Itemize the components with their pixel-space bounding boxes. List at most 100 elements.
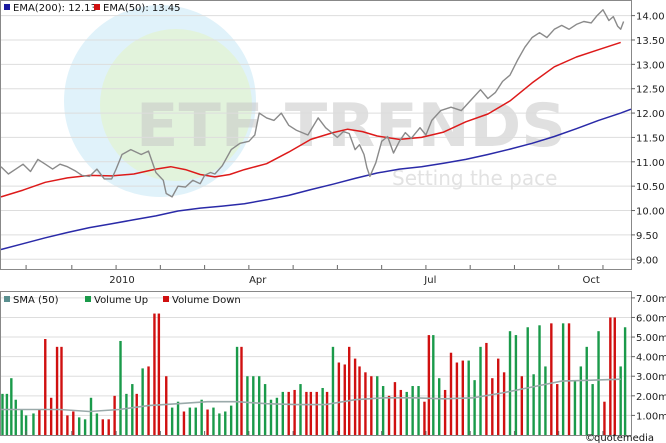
volume-up-bar	[188, 407, 192, 435]
volume-up-bar	[532, 374, 535, 435]
price-y-axis: 14.00 13.50 13.00 12.50 12.00 11.50 11.00 10.50…	[631, 12, 665, 266]
volume-up-bar	[131, 384, 134, 435]
volume-y-tick-label: 1.00m	[636, 411, 666, 422]
volume-down-bar	[387, 395, 391, 435]
volume-up-bar	[561, 323, 565, 435]
volume-down-bar	[337, 362, 341, 435]
price-y-tick-label: 12.00	[636, 109, 665, 120]
watermark-logo-text: ETF TRENDS	[136, 91, 566, 161]
watermark-circle-green	[100, 29, 252, 181]
volume-down-bar	[353, 358, 357, 435]
volume-down-bar	[44, 339, 47, 435]
volume-down-bar	[427, 335, 431, 435]
volume-y-tick-label: 7.00m	[636, 294, 666, 305]
volume-up-bar	[597, 331, 600, 435]
volume-up-bar	[83, 419, 87, 435]
volume-up-bar	[417, 386, 420, 435]
volume-down-bar	[60, 346, 63, 435]
volume-up-bar	[573, 380, 577, 435]
volume-down-bar	[165, 376, 168, 435]
volume-up-bar	[1, 393, 4, 435]
volume-up-bar	[331, 346, 335, 435]
volume-y-tick-label: 3.00m	[636, 372, 666, 383]
volume-y-axis: 7.00m 6.00m 5.00m 4.00m 3.00m 2.00m 1.00m	[631, 294, 666, 422]
volume-up-bar	[235, 346, 239, 435]
volume-down-bar	[343, 364, 346, 435]
x-tick-label: Apr	[249, 275, 267, 286]
legend-swatch-volume-up	[85, 296, 91, 302]
legend-label-sma50: SMA (50)	[13, 295, 59, 306]
volume-down-bar	[305, 391, 308, 435]
volume-down-bar	[309, 391, 313, 435]
volume-down-bar	[206, 409, 209, 435]
volume-up-bar	[119, 340, 122, 435]
price-y-tick-label: 14.00	[636, 12, 665, 23]
price-y-tick-label: 11.50	[636, 133, 665, 144]
volume-up-bar	[514, 335, 518, 435]
volume-up-bar	[224, 411, 227, 435]
volume-up-bar	[411, 386, 414, 435]
volume-down-bar	[240, 346, 243, 435]
quotemedia-footer: © quotemedia	[585, 433, 654, 443]
volume-up-bar	[405, 391, 408, 435]
volume-up-bar	[95, 413, 99, 435]
volume-up-bar	[526, 327, 529, 435]
volume-down-bar	[287, 391, 290, 435]
legend-label-ema200: EMA(200): 12.13	[13, 3, 97, 14]
volume-up-bar	[508, 331, 512, 435]
volume-up-bar	[20, 409, 23, 435]
volume-up-bar	[473, 380, 476, 435]
volume-up-bar	[229, 405, 233, 435]
volume-up-bar	[252, 376, 255, 435]
volume-up-bar	[5, 393, 9, 435]
volume-down-bar	[550, 323, 553, 435]
volume-up-bar	[269, 399, 273, 435]
price-y-tick-label: 9.00	[636, 255, 658, 266]
volume-down-bar	[613, 317, 616, 435]
x-tick-label: Oct	[583, 275, 600, 286]
copyright-symbol: ©	[585, 433, 595, 443]
volume-down-bar	[370, 376, 373, 435]
volume-down-bar	[603, 401, 606, 435]
volume-down-bar	[502, 372, 506, 435]
legend-swatch-ema50	[94, 4, 100, 10]
volume-up-bar	[141, 368, 144, 435]
volume-y-tick-label: 6.00m	[636, 313, 666, 324]
volume-up-bar	[437, 378, 441, 435]
volume-down-bar	[66, 415, 69, 435]
legend-label-volume-up: Volume Up	[94, 295, 148, 306]
volume-up-bar	[194, 407, 197, 435]
volume-down-bar	[153, 313, 156, 435]
price-y-tick-label: 9.50	[636, 231, 658, 242]
volume-up-bar	[376, 376, 379, 435]
volume-up-bar	[579, 366, 583, 435]
volume-bars	[1, 313, 627, 435]
volume-down-bar	[147, 366, 150, 435]
volume-down-bar	[325, 391, 329, 435]
volume-down-bar	[38, 409, 41, 435]
legend-swatch-sma50	[4, 296, 10, 302]
volume-y-tick-label: 5.00m	[636, 333, 666, 344]
volume-up-bar	[585, 346, 588, 435]
volume-down-bar	[358, 366, 361, 435]
volume-up-bar	[299, 384, 302, 435]
ema200-line	[0, 108, 632, 251]
volume-grid	[1, 297, 631, 416]
volume-down-bar	[556, 384, 559, 435]
volume-up-bar	[281, 391, 285, 435]
volume-down-bar	[399, 389, 403, 435]
volume-up-bar	[257, 376, 261, 435]
volume-down-bar	[293, 389, 296, 435]
price-legend: EMA(200): 12.13 EMA(50): 13.45	[4, 3, 181, 14]
volume-down-bar	[55, 346, 59, 435]
volume-up-bar	[275, 397, 279, 435]
volume-up-bar	[176, 401, 180, 435]
price-y-tick-label: 10.00	[636, 207, 665, 218]
legend-label-ema50: EMA(50): 13.45	[103, 3, 181, 14]
volume-down-bar	[443, 389, 447, 435]
volume-down-bar	[497, 358, 500, 435]
x-axis: 2010 Apr Jul Oct	[25, 265, 604, 435]
legend-swatch-ema200	[4, 4, 10, 10]
volume-legend: SMA (50) Volume Up Volume Down	[4, 295, 241, 306]
